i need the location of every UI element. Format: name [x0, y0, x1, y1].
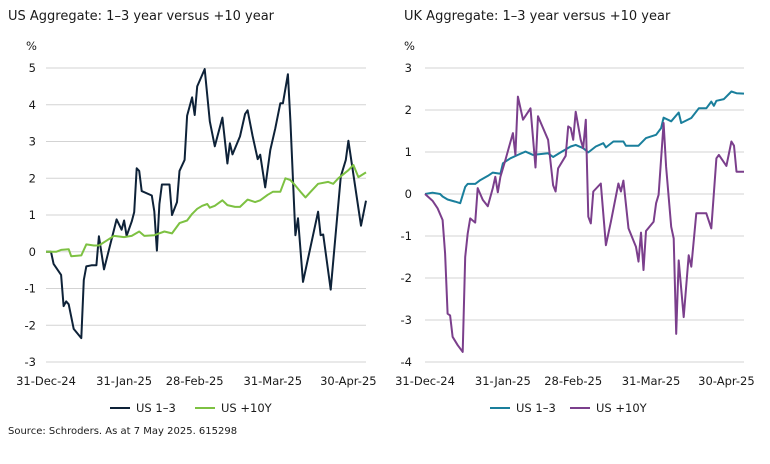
- y-tick-label: -1: [401, 229, 412, 243]
- us-chart-title: US Aggregate: 1–3 year versus +10 year: [8, 9, 275, 24]
- y-tick-label: 2: [29, 171, 36, 185]
- y-tick-label: 1: [29, 208, 36, 222]
- series-line-0: [424, 90, 745, 205]
- y-tick-label: 2: [405, 103, 412, 117]
- y-tick-label: -3: [401, 313, 412, 327]
- us-chart: % -3 -2 -1 0 1 2 3 4 5 31-Dec-24 31-Jan-25 28-Feb-25…: [16, 39, 377, 415]
- x-tick-label: 30-Apr-25: [320, 374, 376, 388]
- series-line-0: [46, 68, 367, 340]
- uk-chart-title: UK Aggregate: 1–3 year versus +10 year: [404, 9, 671, 24]
- y-tick-label: 3: [405, 61, 412, 75]
- legend-label: US 1–3: [136, 401, 176, 415]
- x-tick-label: 31-Jan-25: [96, 374, 152, 388]
- legend-label: US +10Y: [221, 401, 273, 415]
- y-tick-label: 5: [29, 61, 36, 75]
- x-tick-label: 31-Mar-25: [244, 374, 303, 388]
- x-tick-label: 28-Feb-25: [166, 374, 224, 388]
- y-tick-label: 3: [29, 135, 36, 149]
- y-tick-label: -1: [25, 282, 36, 296]
- uk-chart: % -4 -3 -2 -1 0 1 2 3 31-Dec-24 31-Jan-25 28-Feb-25…: [395, 39, 755, 415]
- y-tick-label: -2: [401, 271, 412, 285]
- series-line-1: [424, 95, 744, 353]
- x-tick-label: 31-Jan-25: [475, 374, 531, 388]
- source-note: Source: Schroders. As at 7 May 2025. 615…: [8, 426, 238, 437]
- x-tick-label: 31-Mar-25: [622, 374, 681, 388]
- x-tick-label: 28-Feb-25: [544, 374, 602, 388]
- y-tick-label: -3: [25, 355, 36, 369]
- x-tick-label: 30-Apr-25: [698, 374, 754, 388]
- legend-label: US 1–3: [516, 401, 556, 415]
- y-tick-label: -4: [401, 355, 412, 369]
- y-tick-label: 4: [29, 98, 36, 112]
- y-tick-label: 1: [405, 145, 412, 159]
- y-tick-label: 0: [29, 245, 36, 259]
- x-tick-label: 31-Dec-24: [395, 374, 455, 388]
- series-line-1: [46, 164, 367, 258]
- x-tick-label: 31-Dec-24: [16, 374, 76, 388]
- y-axis-unit: %: [404, 39, 415, 53]
- y-tick-label: -2: [25, 318, 36, 332]
- y-tick-label: 0: [405, 187, 412, 201]
- y-axis-unit: %: [26, 39, 37, 53]
- legend-label: US +10Y: [596, 401, 648, 415]
